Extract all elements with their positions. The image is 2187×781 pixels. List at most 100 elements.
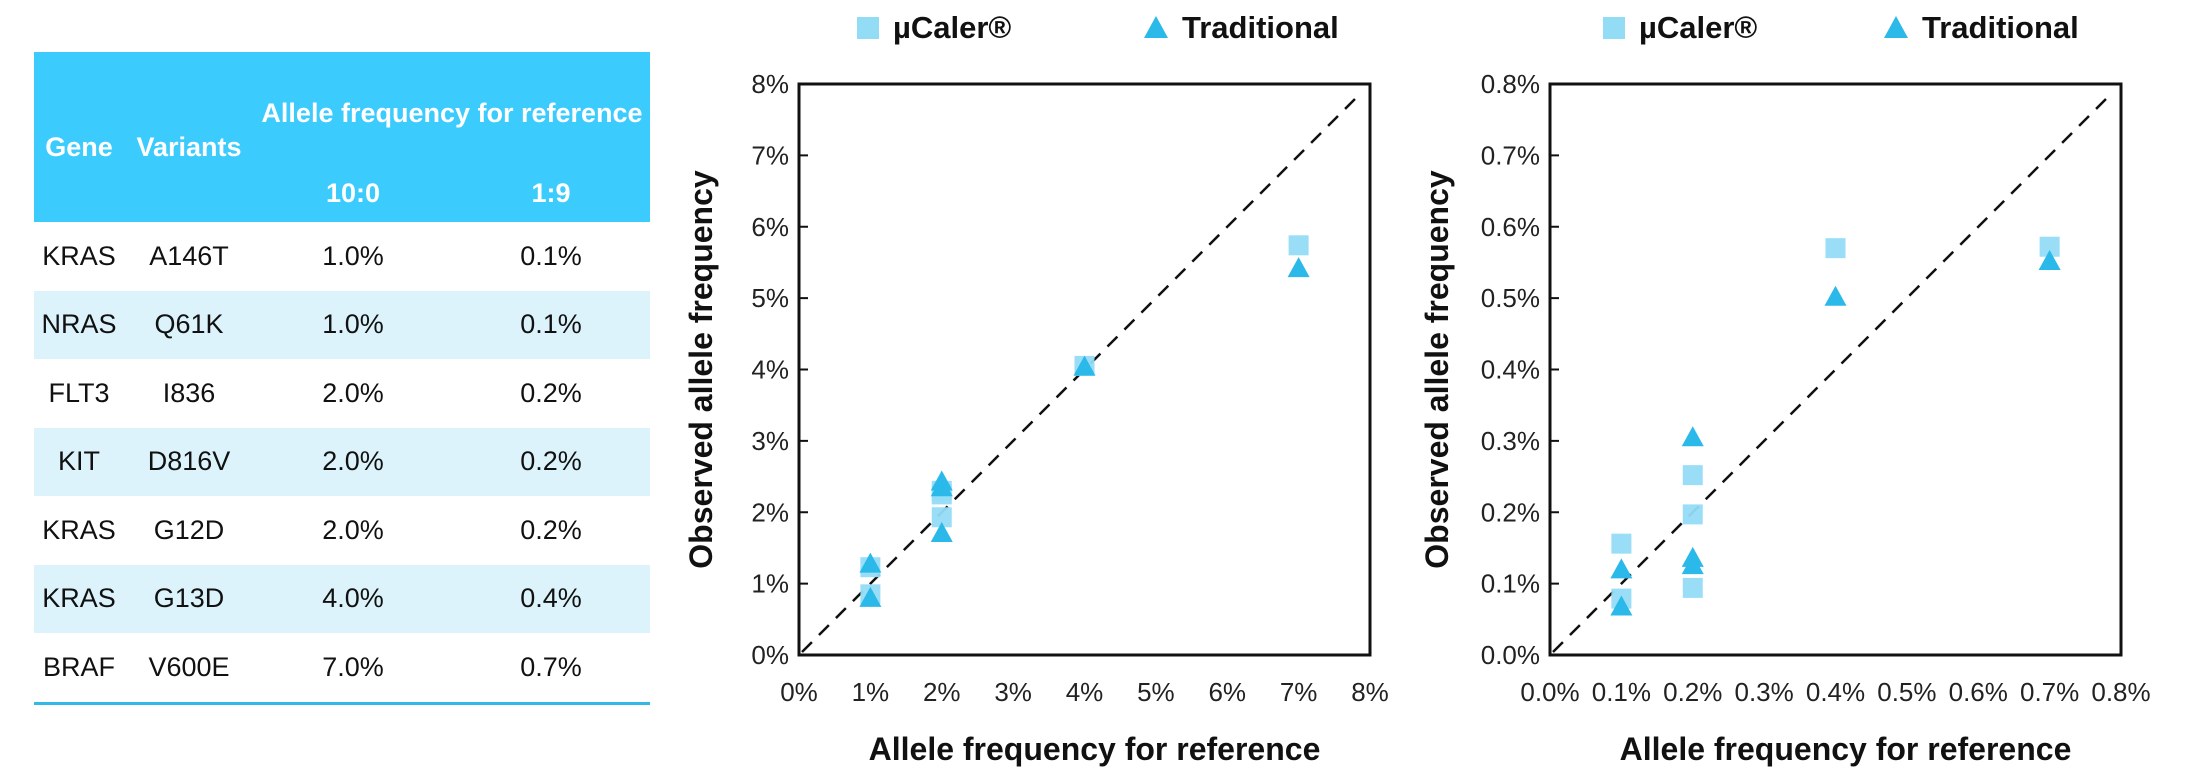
x-tick-label: 0.2% [1663,677,1722,707]
y-tick-label: 0.3% [1481,426,1540,456]
header-variants: Variants [124,52,254,222]
table-row: BRAF V600E 7.0% 0.7% [34,633,650,705]
data-point-triangle [1610,558,1633,579]
cell-r10-0: 2.0% [322,514,384,545]
data-point-square [1825,238,1846,259]
legend-triangle-marker [1144,16,1168,38]
y-tick-label: 0.7% [1481,140,1540,170]
y-tick-label: 0.2% [1481,497,1540,527]
x-tick-label: 0.6% [1949,677,2008,707]
cell-gene: KRAS [34,564,124,633]
cell-r10-0: 2.0% [254,427,452,496]
y-tick-label: 0.4% [1481,355,1540,385]
legend-square-marker [857,17,879,39]
y-tick-label: 7% [751,140,789,170]
x-axis-title: Allele frequency for reference [1620,731,2072,767]
y-tick-label: 0% [751,640,789,670]
x-tick-label: 0.1% [1592,677,1651,707]
cell-r1-9: 0.4% [452,564,650,633]
x-tick-label: 0.5% [1877,677,1936,707]
cell-gene: FLT3 [48,377,110,408]
y-tick-label: 0.6% [1481,212,1540,242]
cell-gene: NRAS [34,290,124,359]
x-tick-label: 8% [1351,677,1389,707]
x-tick-label: 1% [852,677,890,707]
y-tick-label: 2% [751,497,789,527]
legend-label: µCaler® [893,10,1011,45]
data-point-triangle [1824,285,1847,306]
y-tick-label: 3% [751,426,789,456]
legend-label: µCaler® [1639,10,1757,45]
data-point-triangle [859,586,882,607]
data-point-triangle [1073,355,1096,376]
data-point-square [931,507,952,528]
data-point-triangle [859,552,882,573]
cell-gene: KIT [34,427,124,496]
x-tick-label: 3% [994,677,1032,707]
cell-r1-9: 0.1% [452,290,650,359]
cell-r1-9: 0.1% [520,240,582,271]
x-tick-label: 0.8% [2091,677,2150,707]
y-tick-label: 4% [751,355,789,385]
table-row: KRAS A146T 1.0% 0.1% [34,222,650,291]
x-tick-label: 7% [1280,677,1318,707]
data-point-square [1682,577,1703,598]
table-row: NRAS Q61K 1.0% 0.1% [34,290,650,359]
y-tick-label: 0.8% [1481,69,1540,99]
data-point-square [1611,533,1632,554]
allele-frequency-table: Gene Variants Allele frequency for refer… [34,52,650,705]
x-tick-label: 2% [923,677,961,707]
data-point-square [1682,465,1703,486]
cell-r1-9: 0.2% [452,427,650,496]
table-row: FLT3 I836 2.0% 0.2% [34,359,650,428]
table-row: KRAS G13D 4.0% 0.4% [34,564,650,633]
cell-variant: D816V [124,427,254,496]
cell-r10-0: 2.0% [322,377,384,408]
y-tick-label: 0.0% [1481,640,1540,670]
y-tick-label: 6% [751,212,789,242]
cell-r10-0: 1.0% [322,240,384,271]
cell-gene: BRAF [34,633,124,705]
x-tick-label: 0.4% [1806,677,1865,707]
header-1-9: 1:9 [452,164,650,222]
x-tick-label: 5% [1137,677,1175,707]
y-tick-label: 1% [751,569,789,599]
cell-r10-0: 1.0% [254,290,452,359]
header-group: Allele frequency for reference [254,52,650,164]
cell-r10-0: 4.0% [254,564,452,633]
cell-r1-9: 0.7% [452,633,650,705]
x-tick-label: 4% [1066,677,1104,707]
data-point-triangle [1610,595,1633,616]
y-axis-title: Observed allele frequency [1419,170,1455,569]
y-axis-title: Observed allele frequency [683,170,719,569]
cell-variant: G12D [153,514,225,545]
table-row: KRAS G12D 2.0% 0.2% [34,496,650,565]
x-tick-label: 0.0% [1520,677,1579,707]
data-point-triangle [2038,250,2061,271]
y-tick-label: 8% [751,69,789,99]
x-axis-title: Allele frequency for reference [869,731,1321,767]
cell-r10-0: 7.0% [254,633,452,705]
reference-line [1552,91,2114,653]
cell-variant: Q61K [124,290,254,359]
cell-variant: V600E [124,633,254,705]
data-point-square [1288,235,1309,256]
cell-gene: KRAS [42,240,116,271]
legend-triangle-marker [1884,16,1908,38]
y-tick-label: 0.5% [1481,283,1540,313]
y-tick-label: 5% [751,283,789,313]
data-point-triangle [930,476,953,497]
x-tick-label: 6% [1208,677,1246,707]
y-tick-label: 0.1% [1481,569,1540,599]
x-tick-label: 0.3% [1734,677,1793,707]
data-point-triangle [1287,257,1310,278]
cell-variant: G13D [124,564,254,633]
cell-variant: A146T [149,240,229,271]
x-tick-label: 0% [780,677,818,707]
legend-label: Traditional [1182,10,1339,45]
data-point-square [2039,236,2060,257]
data-point-triangle [1681,426,1704,447]
x-tick-label: 0.7% [2020,677,2079,707]
legend-square-marker [1603,17,1625,39]
